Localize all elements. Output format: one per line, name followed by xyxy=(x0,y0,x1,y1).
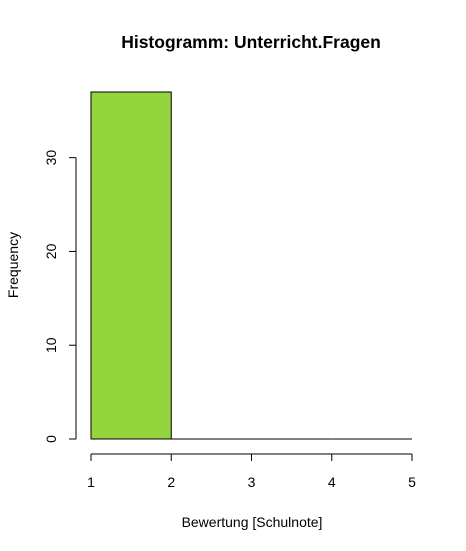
x-tick-label: 4 xyxy=(328,474,336,490)
x-axis: 1 2 3 4 5 xyxy=(87,453,416,490)
x-axis-label: Bewertung [Schulnote] xyxy=(182,514,323,530)
chart-title: Histogramm: Unterricht.Fragen xyxy=(121,32,381,52)
y-tick-label: 20 xyxy=(43,243,59,259)
x-tick-label: 2 xyxy=(167,474,175,490)
y-tick-label: 10 xyxy=(43,337,59,353)
y-tick-label: 0 xyxy=(43,435,59,443)
histogram-bar xyxy=(90,91,172,440)
y-axis-label: Frequency xyxy=(5,232,21,298)
x-tick-label: 1 xyxy=(87,474,95,490)
y-axis: 0 10 20 30 xyxy=(43,150,77,443)
x-tick-label: 3 xyxy=(248,474,256,490)
y-tick-label: 30 xyxy=(43,150,59,166)
plot-area xyxy=(90,91,412,440)
x-tick-label: 5 xyxy=(408,474,416,490)
